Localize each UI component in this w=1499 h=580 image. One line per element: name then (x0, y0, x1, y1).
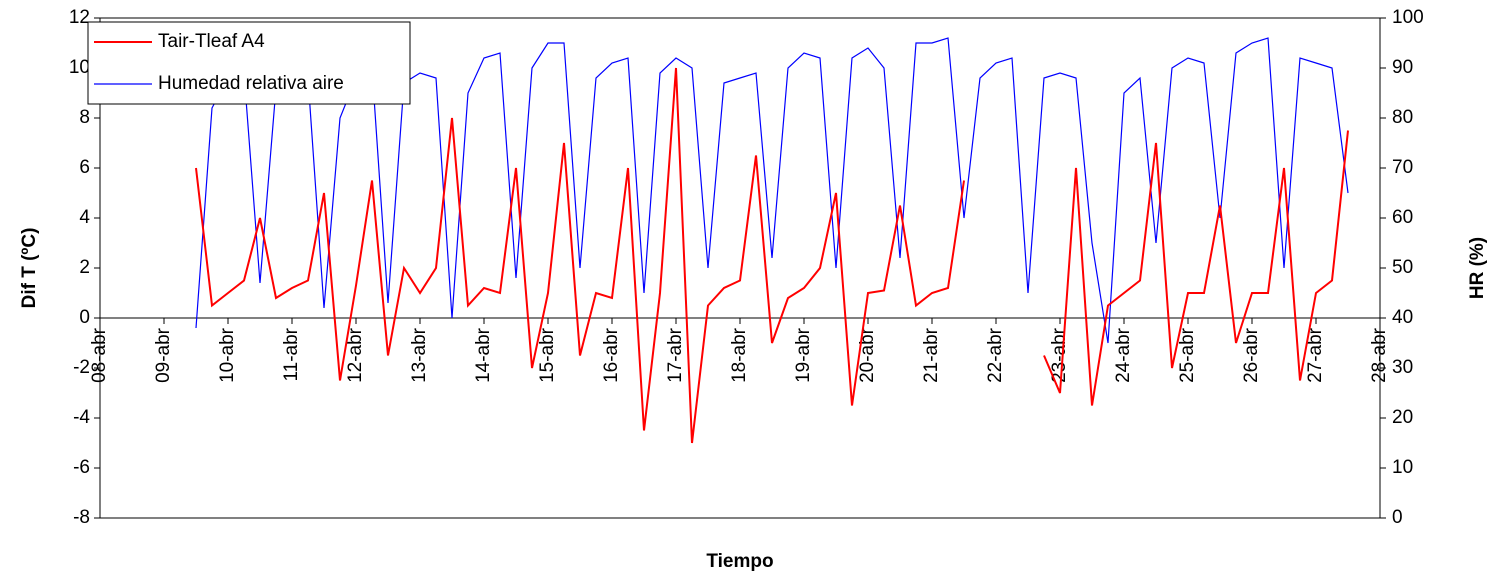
x-tick-label: 20-abr (857, 327, 878, 383)
x-tick-label: 15-abr (537, 327, 558, 383)
y-tick-label: 10 (69, 57, 90, 78)
y2-tick-label: 100 (1392, 7, 1424, 28)
y-tick-label: -8 (73, 507, 90, 528)
x-tick-label: 08-abr (89, 327, 110, 383)
series-line (195, 37, 1349, 344)
y2-axis-label: HR (%) (1467, 237, 1488, 299)
y2-tick-label: 60 (1392, 207, 1413, 228)
x-tick-label: 12-abr (345, 327, 366, 383)
x-tick-label: 17-abr (665, 327, 686, 383)
y2-tick-label: 70 (1392, 157, 1413, 178)
y2-tick-label: 90 (1392, 57, 1413, 78)
x-tick-label: 13-abr (409, 327, 430, 383)
y2-tick-label: 80 (1392, 107, 1413, 128)
x-tick-label: 22-abr (985, 327, 1006, 383)
y-tick-label: 2 (79, 257, 90, 278)
y2-tick-label: 0 (1392, 507, 1403, 528)
y-tick-label: 0 (79, 307, 90, 328)
x-tick-label: 16-abr (601, 327, 622, 383)
x-tick-label: 10-abr (217, 327, 238, 383)
x-tick-label: 09-abr (153, 327, 174, 383)
x-tick-label: 14-abr (473, 327, 494, 383)
x-tick-label: 21-abr (921, 327, 942, 383)
series-line (195, 67, 1349, 444)
legend-label: Humedad relativa aire (158, 73, 344, 94)
y-tick-label: -4 (73, 407, 90, 428)
legend-label: Tair-Tleaf A4 (158, 31, 265, 52)
y-axis-label: Dif T (ºC) (19, 228, 40, 309)
legend-box (87, 21, 411, 105)
x-tick-label: 27-abr (1305, 327, 1326, 383)
x-tick-label: 11-abr (281, 327, 302, 381)
x-tick-label: 24-abr (1113, 327, 1134, 383)
x-tick-label: 18-abr (729, 327, 750, 383)
y-tick-label: -2 (73, 357, 90, 378)
x-tick-label: 25-abr (1177, 327, 1198, 383)
x-tick-label: 26-abr (1241, 327, 1262, 383)
y-tick-label: 6 (79, 157, 90, 178)
y2-tick-label: 30 (1392, 357, 1413, 378)
y2-tick-label: 40 (1392, 307, 1413, 328)
y-tick-label: -6 (73, 457, 90, 478)
x-tick-label: 23-abr (1049, 327, 1070, 383)
x-tick-label: 28-abr (1369, 327, 1390, 383)
x-axis-label: Tiempo (706, 551, 773, 572)
y-tick-label: 8 (79, 107, 90, 128)
y2-tick-label: 10 (1392, 457, 1413, 478)
y2-tick-label: 50 (1392, 257, 1413, 278)
y2-tick-label: 20 (1392, 407, 1413, 428)
y-tick-label: 4 (79, 207, 90, 228)
x-tick-label: 19-abr (793, 327, 814, 383)
y-tick-label: 12 (69, 7, 90, 28)
